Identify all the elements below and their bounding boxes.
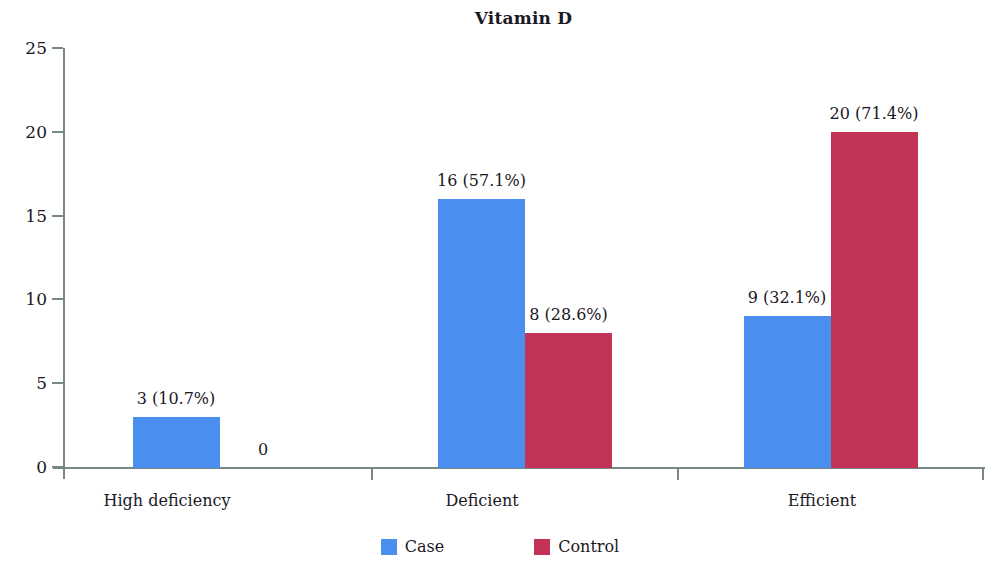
y-tick — [52, 215, 63, 217]
y-tick — [52, 47, 63, 49]
category-label: High deficiency — [47, 490, 287, 512]
bar-case — [744, 316, 831, 468]
y-tick — [52, 131, 63, 133]
x-tick — [677, 467, 679, 480]
y-tick — [52, 298, 63, 300]
control-color-swatch — [534, 539, 550, 555]
bar-value-label: 16 (57.1%) — [412, 171, 552, 191]
y-tick-label: 10 — [10, 288, 47, 310]
bar-value-label: 20 (71.4%) — [804, 104, 944, 124]
bar-value-label: 8 (28.6%) — [499, 305, 639, 325]
y-tick-label: 0 — [10, 456, 47, 478]
legend-item-case: Case — [381, 537, 444, 557]
bar-control — [831, 132, 918, 468]
y-tick-label: 25 — [10, 37, 47, 59]
vitamin-d-bar-chart: Vitamin D 05101520253 (10.7%)0High defic… — [0, 0, 1000, 568]
y-tick-label: 5 — [10, 372, 47, 394]
x-tick — [371, 467, 373, 480]
category-label: Efficient — [702, 490, 942, 512]
y-axis — [63, 48, 65, 479]
legend-label-control: Control — [558, 537, 619, 557]
legend: Case Control — [0, 537, 1000, 557]
bar-value-label: 0 — [193, 440, 333, 460]
bar-case — [438, 199, 525, 468]
bar-value-label: 3 (10.7%) — [106, 389, 246, 409]
category-label: Deficient — [362, 490, 602, 512]
bar-control — [525, 333, 612, 468]
chart-title: Vitamin D — [64, 8, 983, 28]
case-color-swatch — [381, 539, 397, 555]
y-tick — [52, 466, 63, 468]
y-tick — [52, 382, 63, 384]
x-tick — [982, 467, 984, 480]
y-tick-label: 20 — [10, 121, 47, 143]
legend-item-control: Control — [534, 537, 619, 557]
y-tick-label: 15 — [10, 205, 47, 227]
legend-label-case: Case — [405, 537, 444, 557]
